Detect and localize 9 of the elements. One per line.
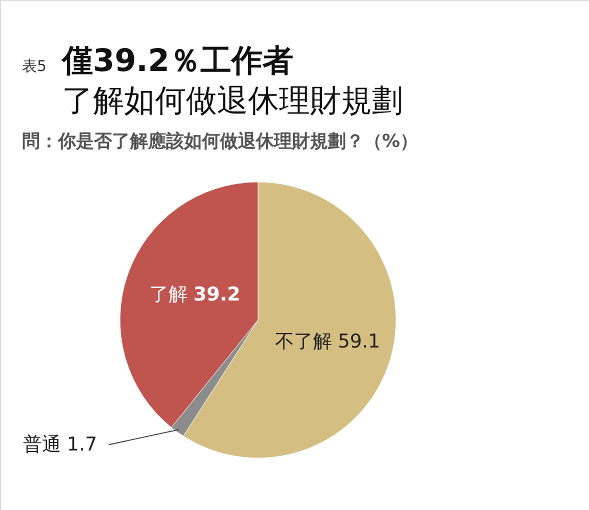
slice-label: 了解 [149, 284, 188, 306]
data-label: 39.2 [193, 284, 240, 306]
slice-label: 不了解 [274, 330, 332, 352]
text: 表5 [22, 57, 47, 75]
data-label: 1.7 [66, 434, 98, 456]
chart-subtitle: 問：你是否了解應該如何做退休理財規劃？（%） [22, 131, 418, 152]
slice-label: 普通 [22, 434, 61, 456]
data-label: 59.1 [338, 330, 380, 352]
chart-title: 僅39.2％工作者了解如何做退休理財規劃 [60, 43, 403, 119]
